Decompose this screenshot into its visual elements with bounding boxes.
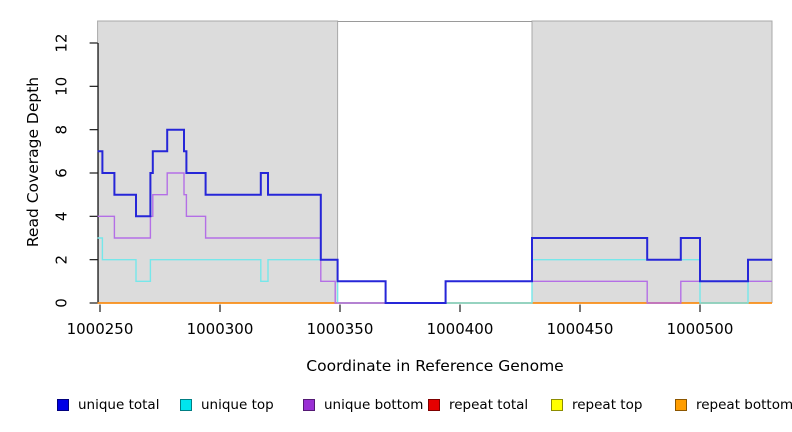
x-tick-label: 1000250 (67, 320, 134, 338)
y-axis-title: Read Coverage Depth (24, 76, 42, 248)
x-tick-label: 1000450 (547, 320, 614, 338)
shaded-regions (97, 20, 773, 303)
legend-swatch-unique-total (57, 399, 69, 411)
y-tick-label: 10 (53, 77, 71, 96)
legend-label: unique bottom (324, 397, 424, 413)
legend-swatch-repeat-top (551, 399, 563, 411)
axes: 0 2 4 6 8 10 12 1000250 1000300 1000350 1000400 100… (53, 33, 734, 338)
x-tick-label: 1000400 (427, 320, 494, 338)
legend-item-repeat-total: repeat total (428, 397, 528, 413)
legend-swatch-unique-top (180, 399, 192, 411)
legend-label: unique top (201, 397, 274, 413)
y-tick-label: 0 (53, 298, 71, 308)
x-axis-title: Coordinate in Reference Genome (306, 357, 564, 375)
legend-swatch-repeat-bottom (675, 399, 687, 411)
legend-label: unique total (78, 397, 160, 413)
x-tick-label: 1000300 (187, 320, 254, 338)
y-tick-label: 8 (53, 125, 71, 135)
legend-item-repeat-bottom: repeat bottom (675, 397, 792, 413)
legend-item-unique-bottom: unique bottom (303, 397, 423, 413)
legend-label: repeat top (572, 397, 643, 413)
legend-item-repeat-top: repeat top (551, 397, 642, 413)
y-tick-label: 4 (53, 212, 71, 222)
shaded-region-0 (97, 20, 339, 303)
x-tick-label: 1000500 (667, 320, 734, 338)
y-tick-label: 6 (53, 168, 71, 178)
legend-item-unique-top: unique top (180, 397, 274, 413)
series-lines (97, 128, 772, 304)
legend-label: repeat total (449, 397, 529, 413)
series-line-unique-top (97, 237, 772, 304)
legend-swatch-unique-bottom (303, 399, 315, 411)
y-tick-label: 2 (53, 255, 71, 265)
legend-label: repeat bottom (696, 397, 792, 413)
series-line-unique-total (97, 128, 772, 304)
y-tick-label: 12 (53, 33, 71, 52)
shaded-region-1 (531, 20, 773, 303)
legend-swatch-repeat-total (428, 399, 440, 411)
legend-item-unique-total: unique total (57, 397, 159, 413)
x-tick-label: 1000350 (307, 320, 374, 338)
